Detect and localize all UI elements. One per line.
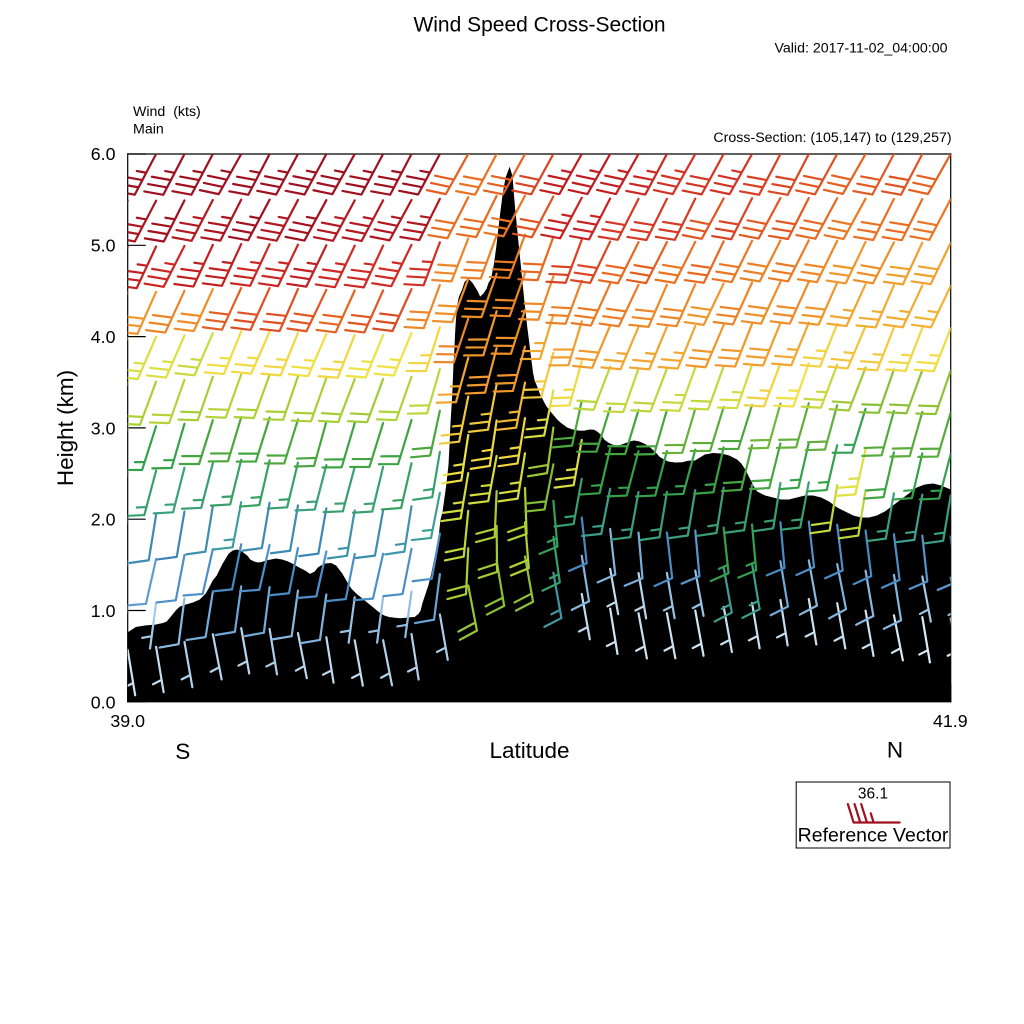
svg-text:Reference Vector: Reference Vector [798, 825, 949, 847]
svg-text:6.0: 6.0 [91, 144, 116, 164]
svg-text:2.0: 2.0 [91, 510, 116, 530]
svg-text:Cross-Section: (105,147) to (1: Cross-Section: (105,147) to (129,257) [713, 130, 951, 146]
svg-text:3.0: 3.0 [91, 418, 116, 438]
svg-text:41.9: 41.9 [933, 711, 968, 731]
svg-text:Wind (kts): Wind (kts) [133, 104, 201, 120]
svg-text:1.0: 1.0 [91, 601, 116, 621]
svg-text:4.0: 4.0 [91, 327, 116, 347]
svg-text:N: N [887, 738, 903, 763]
svg-text:0.0: 0.0 [91, 692, 116, 712]
svg-text:Latitude: Latitude [489, 738, 569, 763]
svg-text:5.0: 5.0 [91, 236, 116, 256]
svg-text:Main: Main [133, 122, 164, 138]
svg-text:36.1: 36.1 [858, 786, 888, 803]
svg-text:Wind Speed Cross-Section: Wind Speed Cross-Section [413, 14, 665, 37]
svg-text:S: S [175, 739, 190, 764]
svg-text:Valid: 2017-11-02_04:00:00: Valid: 2017-11-02_04:00:00 [774, 40, 947, 56]
svg-text:Height (km): Height (km) [53, 370, 78, 486]
svg-text:39.0: 39.0 [110, 711, 145, 731]
